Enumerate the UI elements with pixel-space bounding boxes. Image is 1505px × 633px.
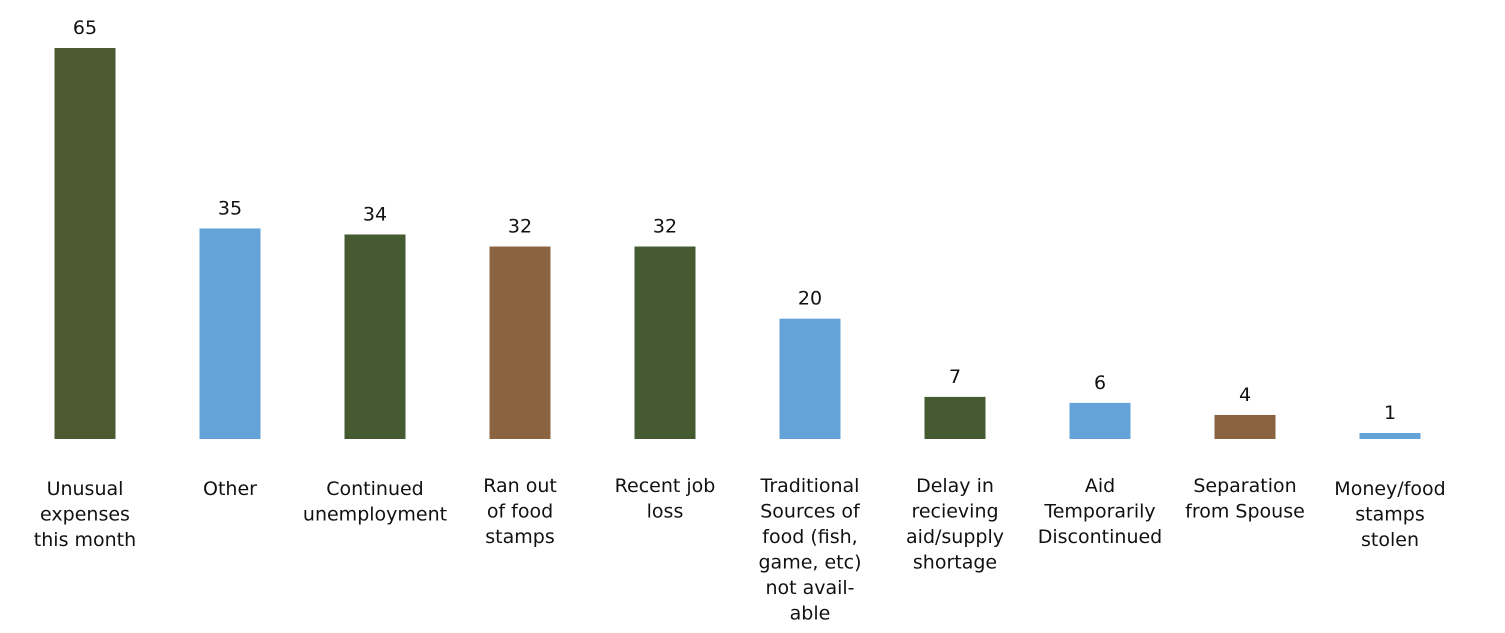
value-label-9: 1 xyxy=(1384,402,1396,424)
category-label-line: Aid xyxy=(1085,475,1115,497)
category-label-line: unemployment xyxy=(303,504,447,526)
category-label-line: Traditional xyxy=(760,475,860,497)
value-label-5: 20 xyxy=(798,288,822,310)
category-label-line: Discontinued xyxy=(1038,526,1162,548)
category-label-line: loss xyxy=(647,501,684,523)
category-label-5: Traditional Sources of food (fish, game, et… xyxy=(759,475,862,625)
category-label-line: Money/food xyxy=(1334,478,1445,500)
value-label-4: 32 xyxy=(653,216,677,238)
category-label-line: expenses xyxy=(40,504,130,526)
category-label-line: Unusual xyxy=(47,478,124,500)
value-label-1: 35 xyxy=(218,197,242,219)
category-label-line: aid/supply xyxy=(906,526,1004,548)
category-label-0: Unusual expenses this month xyxy=(34,478,136,551)
value-label-8: 4 xyxy=(1239,384,1251,406)
category-label-line: Sources of xyxy=(760,501,861,523)
bar-6 xyxy=(924,396,986,439)
category-label-line: of food xyxy=(487,501,553,523)
bar-8 xyxy=(1214,414,1276,439)
bar-0 xyxy=(54,48,116,439)
category-label-line: recieving xyxy=(911,501,998,523)
category-label-4: Recent job loss xyxy=(615,475,716,523)
category-label-line: this month xyxy=(34,529,136,551)
value-label-2: 34 xyxy=(363,203,387,225)
category-label-line: Ran out xyxy=(483,475,557,497)
category-label-line: Separation xyxy=(1193,475,1296,497)
category-label-line: Recent job xyxy=(615,475,716,497)
category-label-line: Continued xyxy=(326,478,424,500)
category-label-line: stamps xyxy=(1355,504,1424,526)
category-label-9: Money/food stamps stolen xyxy=(1334,478,1445,551)
category-label-3: Ran out of food stamps xyxy=(483,475,557,548)
category-label-line: stolen xyxy=(1361,529,1419,551)
category-label-8: Separation from Spouse xyxy=(1185,475,1305,523)
bar-3 xyxy=(489,246,551,439)
category-label-line: not avail- xyxy=(765,577,854,599)
category-label-6: Delay in recieving aid/supply shortage xyxy=(906,475,1004,574)
bar-5 xyxy=(779,318,841,439)
bar-7 xyxy=(1069,402,1131,439)
category-label-line: Temporarily xyxy=(1043,501,1155,523)
bar-2 xyxy=(344,234,406,439)
category-label-1: Other xyxy=(203,478,257,500)
value-label-0: 65 xyxy=(73,17,97,39)
value-label-6: 7 xyxy=(949,366,961,388)
category-label-2: Continued unemployment xyxy=(303,478,447,526)
bar-1 xyxy=(199,228,261,439)
category-label-line: game, etc) xyxy=(759,552,862,574)
category-label-line: from Spouse xyxy=(1185,501,1305,523)
category-label-line: able xyxy=(790,603,831,625)
bar-4 xyxy=(634,246,696,439)
category-label-line: stamps xyxy=(485,526,554,548)
category-label-line: shortage xyxy=(913,552,997,574)
value-label-3: 32 xyxy=(508,216,532,238)
category-label-line: Delay in xyxy=(916,475,994,497)
value-label-7: 6 xyxy=(1094,372,1106,394)
category-label-7: Aid Temporarily Discontinued xyxy=(1038,475,1162,548)
category-label-line: Other xyxy=(203,478,257,500)
category-label-line: food (fish, xyxy=(762,526,857,548)
bar-9 xyxy=(1359,432,1421,439)
